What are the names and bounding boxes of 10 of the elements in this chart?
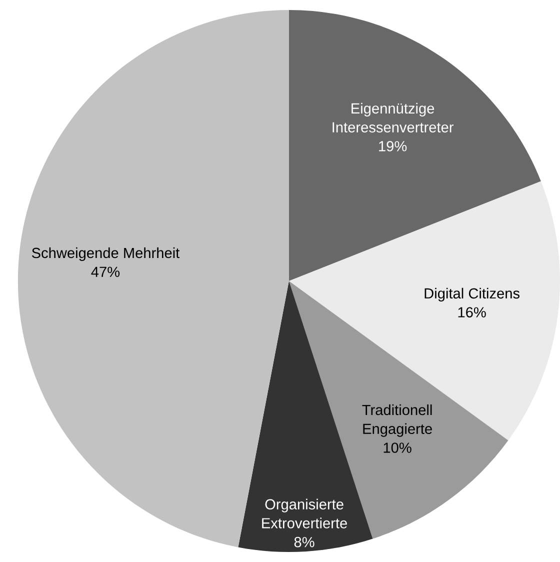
slice-label: Traditionell Engagierte (362, 404, 432, 437)
slice-label: Digital Citizens (424, 288, 520, 302)
data-label: 10% (384, 442, 412, 453)
data-label: 47% (91, 266, 120, 277)
data-label: 16% (458, 307, 486, 318)
slice-label: Organisierte Extrovertierte (262, 498, 347, 528)
slice-label: Schweigende Mehrheit (32, 247, 180, 262)
slice-label: Eigennützige Interessenvertreter (332, 102, 454, 132)
data-label: 8% (294, 536, 314, 548)
data-label: 19% (379, 141, 407, 152)
